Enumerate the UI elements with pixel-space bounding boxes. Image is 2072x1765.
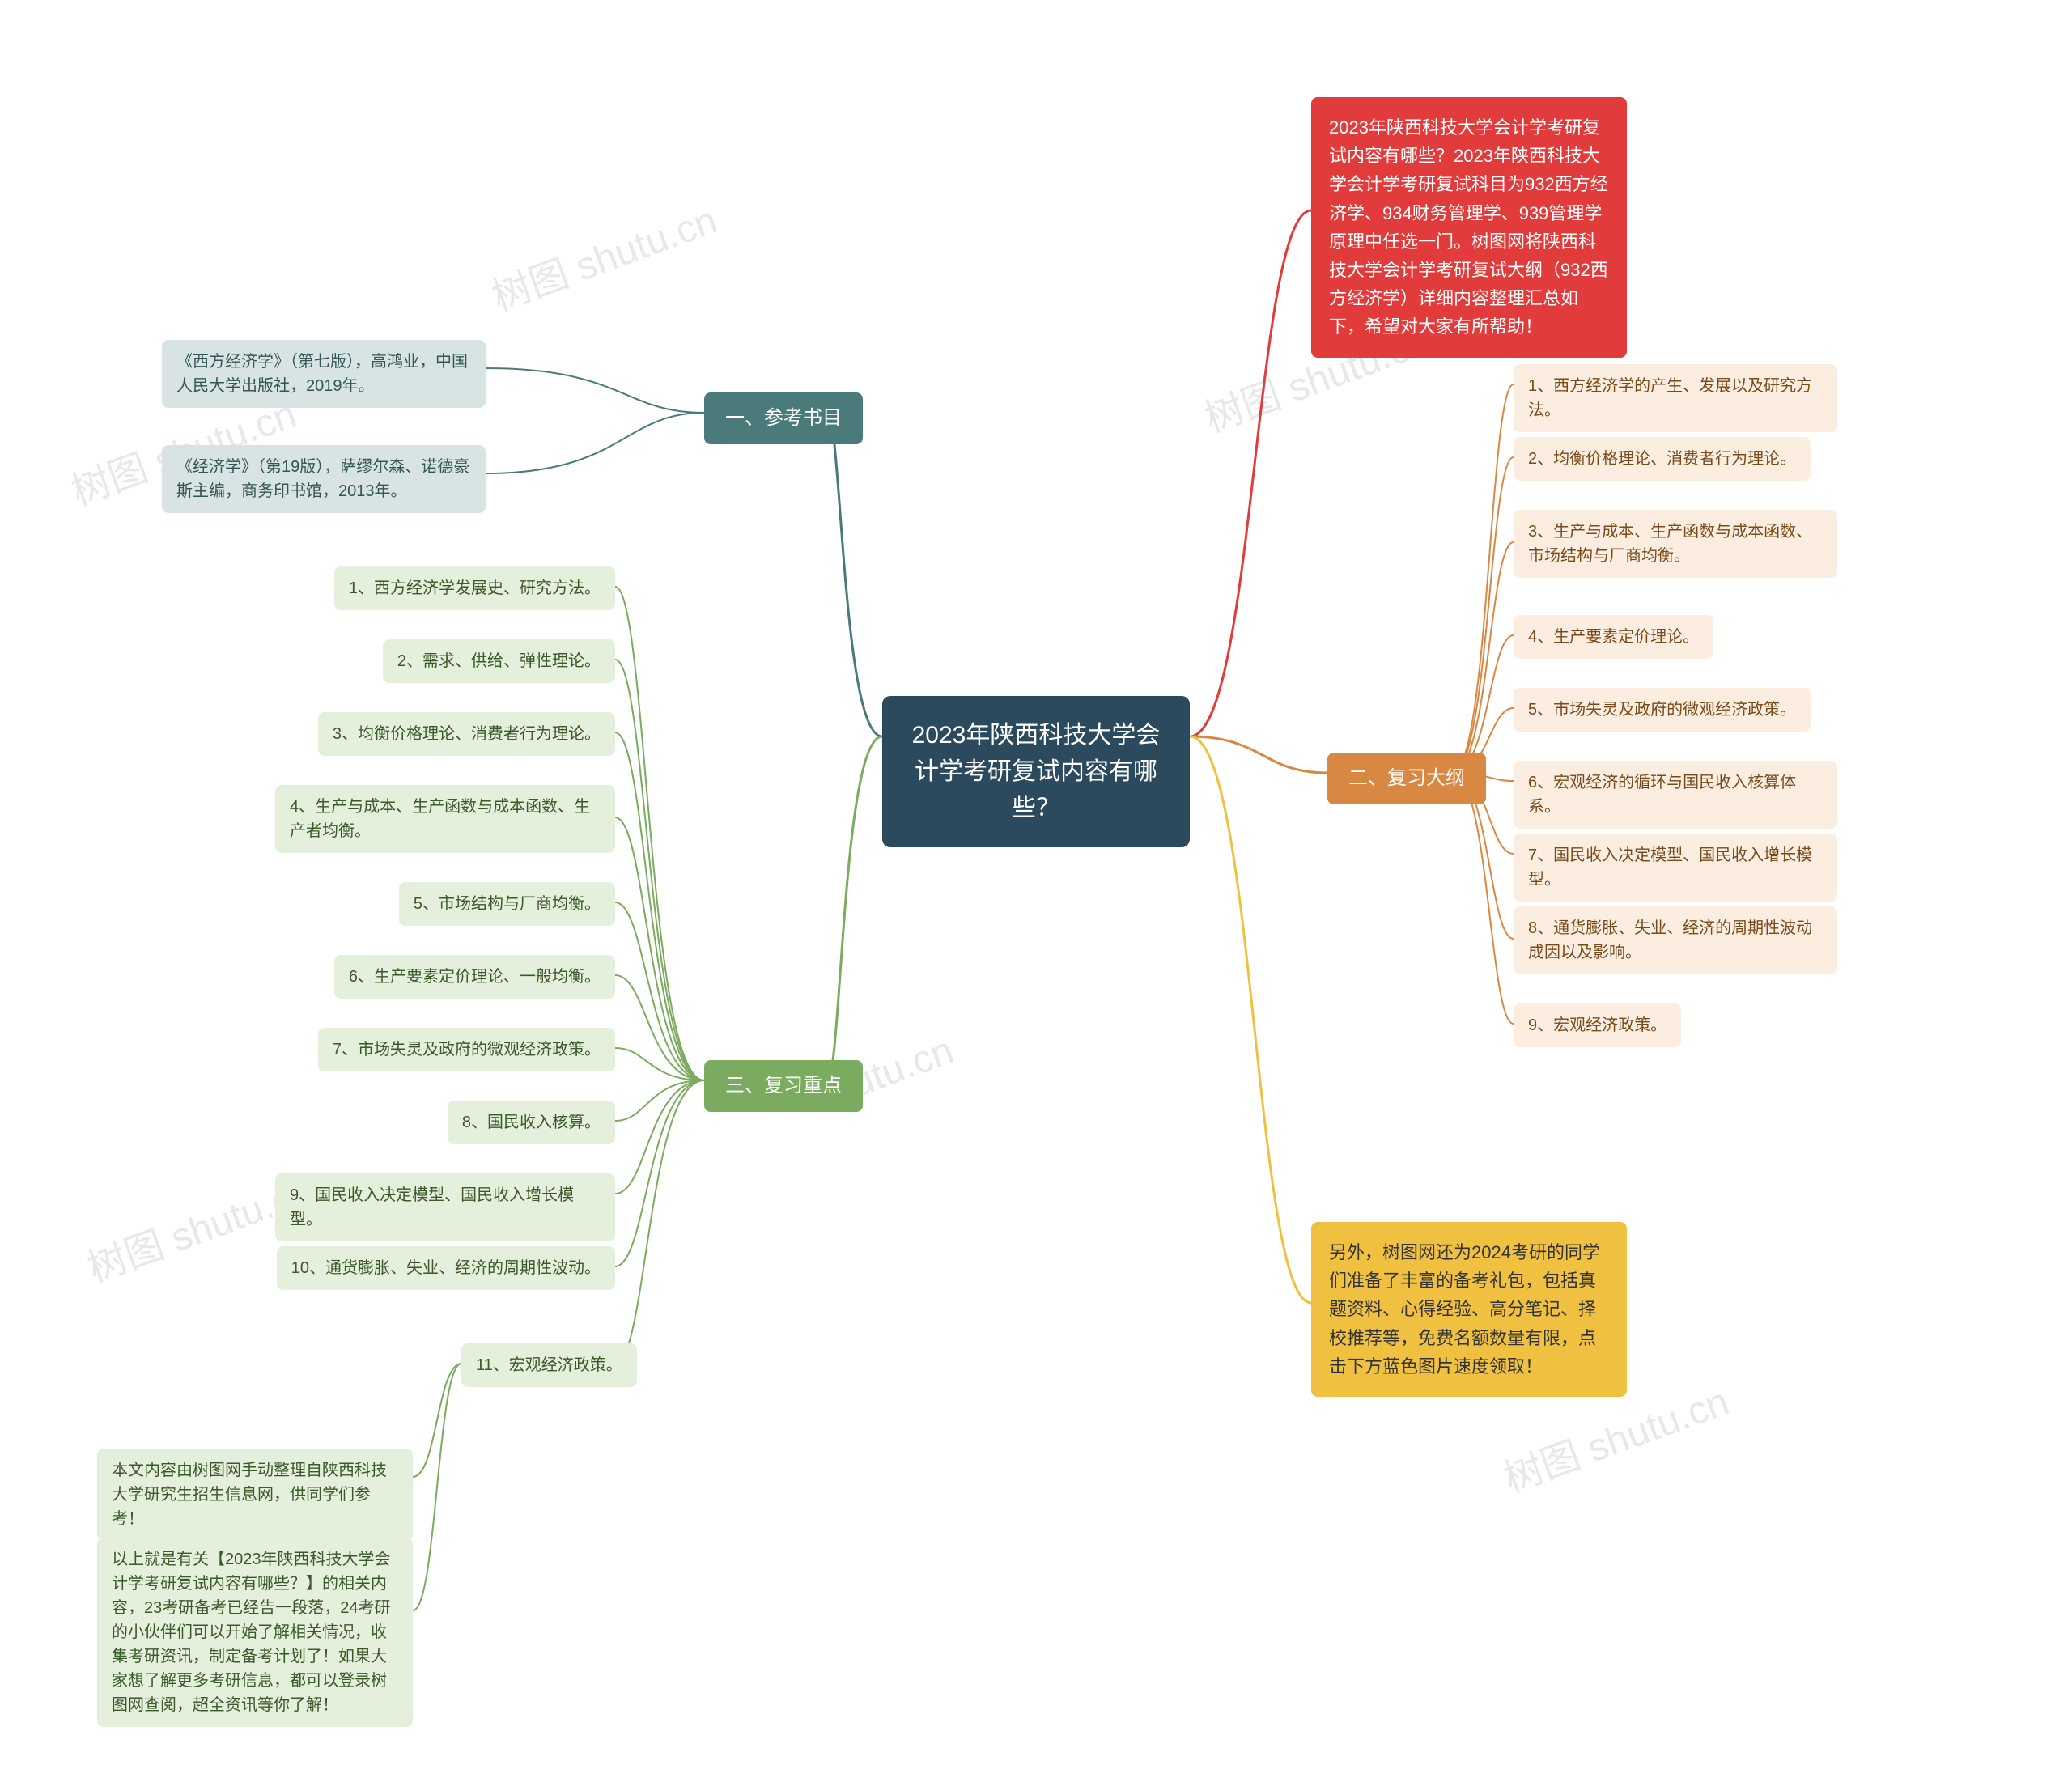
outline-item: 2、均衡价格理论、消费者行为理论。 — [1514, 437, 1811, 481]
key-item: 4、生产与成本、生产函数与成本函数、生产者均衡。 — [275, 785, 615, 853]
outline-item: 8、通货膨胀、失业、经济的周期性波动成因以及影响。 — [1514, 906, 1837, 974]
subnote: 以上就是有关【2023年陕西科技大学会计学考研复试内容有哪些？】的相关内容，23… — [97, 1538, 413, 1727]
key-item: 7、市场失灵及政府的微观经济政策。 — [318, 1028, 615, 1071]
key-item: 3、均衡价格理论、消费者行为理论。 — [318, 712, 615, 756]
section-keypoints: 三、复习重点 — [704, 1060, 863, 1112]
outline-item: 4、生产要素定价理论。 — [1514, 615, 1713, 659]
outline-item: 7、国民收入决定模型、国民收入增长模型。 — [1514, 834, 1837, 902]
section-outline: 二、复习大纲 — [1327, 753, 1486, 804]
key-item: 6、生产要素定价理论、一般均衡。 — [334, 955, 615, 999]
watermark: 树图 shutu.cn — [483, 188, 724, 321]
outline-item: 1、西方经济学的产生、发展以及研究方法。 — [1514, 364, 1837, 432]
intro-node: 2023年陕西科技大学会计学考研复试内容有哪些？2023年陕西科技大学会计学考研… — [1311, 97, 1627, 358]
ref-item: 《经济学》（第19版），萨缪尔森、诺德豪斯主编，商务印书馆，2013年。 — [162, 445, 486, 513]
key-item: 2、需求、供给、弹性理论。 — [383, 639, 615, 683]
outline-item: 6、宏观经济的循环与国民收入核算体系。 — [1514, 761, 1837, 829]
key-item: 1、西方经济学发展史、研究方法。 — [334, 566, 615, 610]
subnote: 本文内容由树图网手动整理自陕西科技大学研究生招生信息网，供同学们参考！ — [97, 1449, 413, 1541]
key-item: 10、通货膨胀、失业、经济的周期性波动。 — [277, 1246, 615, 1290]
outline-item: 9、宏观经济政策。 — [1514, 1003, 1681, 1047]
key-item: 5、市场结构与厂商均衡。 — [399, 882, 615, 926]
key-item-11: 11、宏观经济政策。 — [461, 1343, 637, 1387]
center-node: 2023年陕西科技大学会计学考研复试内容有哪些？ — [882, 696, 1190, 847]
section-references: 一、参考书目 — [704, 392, 863, 444]
ref-item: 《西方经济学》（第七版），高鸿业，中国人民大学出版社，2019年。 — [162, 340, 486, 408]
key-item: 8、国民收入核算。 — [448, 1101, 615, 1144]
outline-item: 5、市场失灵及政府的微观经济政策。 — [1514, 688, 1811, 732]
outro-node: 另外，树图网还为2024考研的同学们准备了丰富的备考礼包，包括真题资料、心得经验… — [1311, 1222, 1627, 1397]
key-item: 9、国民收入决定模型、国民收入增长模型。 — [275, 1173, 615, 1241]
outline-item: 3、生产与成本、生产函数与成本函数、市场结构与厂商均衡。 — [1514, 510, 1837, 578]
